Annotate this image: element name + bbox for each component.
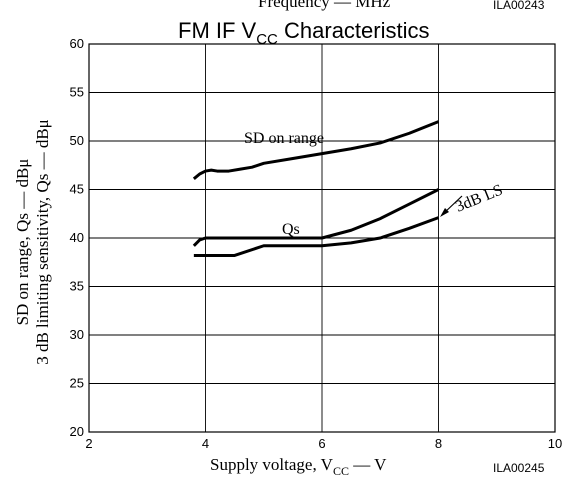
y-tick-label: 20 bbox=[70, 424, 84, 439]
series-label-qs: Qs bbox=[282, 221, 300, 238]
y-tick-label: 35 bbox=[70, 279, 84, 294]
series-label-3db-ls: 3dB LS bbox=[453, 181, 505, 215]
x-axis-label: Supply voltage, VCC — V bbox=[210, 455, 387, 477]
x-tick-labels: 2 4 6 8 10 bbox=[85, 436, 562, 451]
x-tick-label: 8 bbox=[435, 436, 442, 451]
series-line-0 bbox=[192, 120, 440, 180]
header-clipped-text: Frequency — MHz bbox=[258, 0, 391, 11]
y-tick-labels: 20 25 30 35 40 45 50 55 60 bbox=[70, 36, 84, 439]
x-tick-label: 4 bbox=[202, 436, 209, 451]
figure-code-label: ILA00245 bbox=[493, 461, 545, 475]
y-tick-label: 25 bbox=[70, 376, 84, 391]
series-line-2 bbox=[193, 216, 440, 257]
y-axis-label-line1: SD on range, Qs — dBμ bbox=[13, 159, 32, 326]
y-tick-label: 30 bbox=[70, 327, 84, 342]
series-lines bbox=[192, 120, 440, 257]
series-line-1 bbox=[192, 188, 440, 247]
x-tick-label: 2 bbox=[85, 436, 92, 451]
y-tick-label: 55 bbox=[70, 85, 84, 100]
y-tick-label: 60 bbox=[70, 36, 84, 51]
y-tick-label: 50 bbox=[70, 133, 84, 148]
y-tick-label: 45 bbox=[70, 182, 84, 197]
plot-frame bbox=[88, 43, 556, 433]
x-tick-label: 6 bbox=[318, 436, 325, 451]
header-code-label: ILA00243 bbox=[493, 0, 545, 12]
series-label-sd-on-range: SD on range bbox=[244, 130, 324, 147]
annotation-arrow bbox=[440, 195, 463, 217]
x-tick-label: 10 bbox=[548, 436, 562, 451]
y-tick-label: 40 bbox=[70, 230, 84, 245]
y-axis-label-line2: 3 dB limiting sensitivity, Qs — dBμ bbox=[33, 119, 52, 365]
